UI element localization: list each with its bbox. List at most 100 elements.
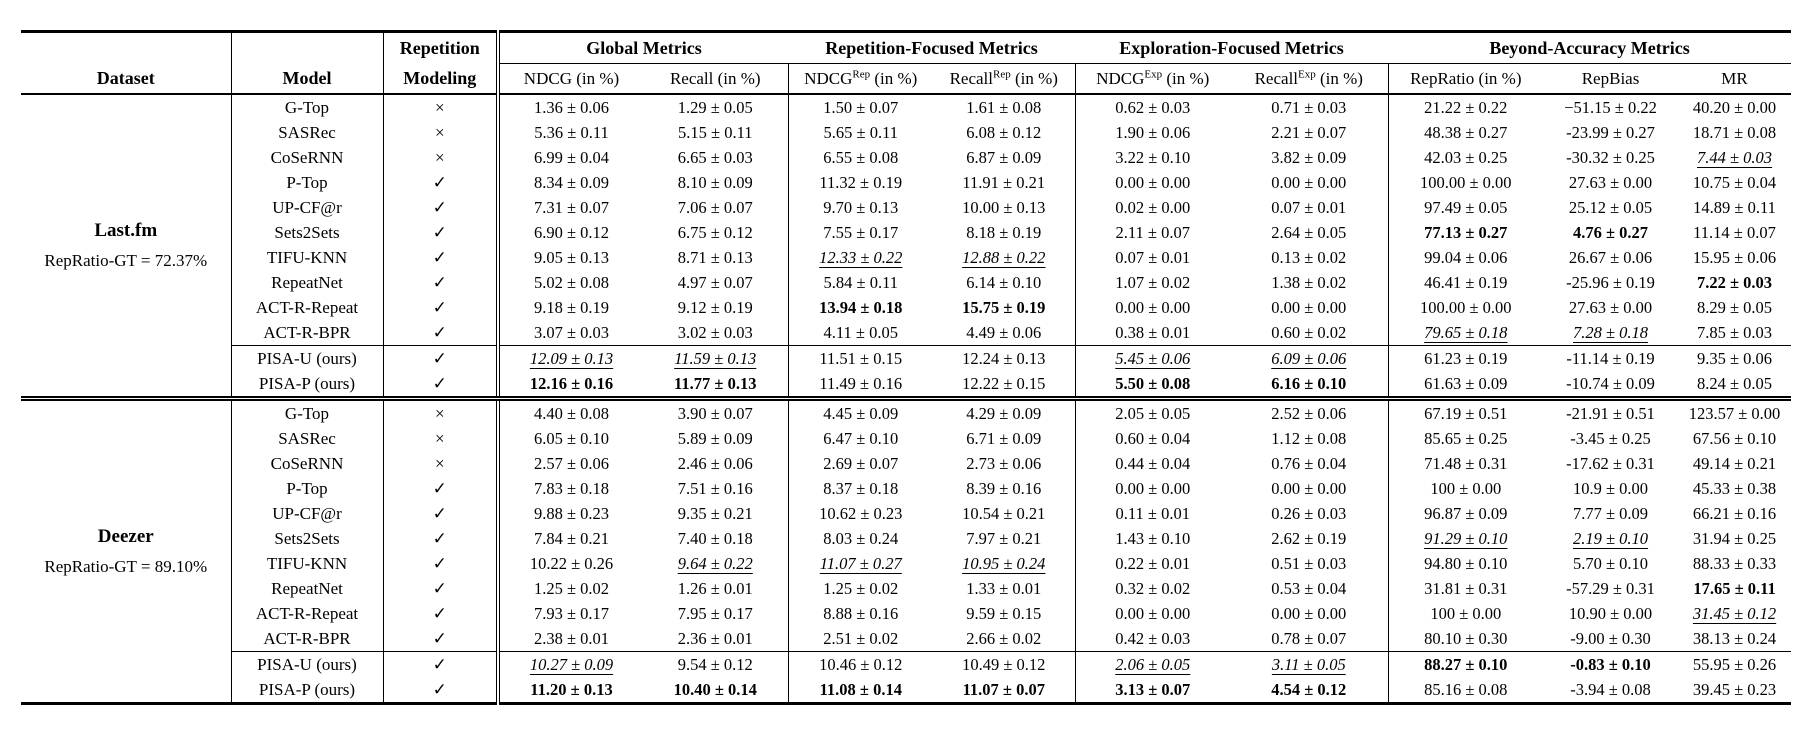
metric-cell: 7.22 ± 0.03 xyxy=(1697,273,1773,292)
model-row: ACT-R-Repeat ✓ 7.93 ± 0.17 7.95 ± 0.17 8.88 … xyxy=(21,601,1791,626)
model-name: UP-CF@r xyxy=(230,501,383,526)
metric-cell: 0.07 ± 0.01 xyxy=(1271,198,1347,217)
metric-cell: 0.00 ± 0.00 xyxy=(1271,604,1347,623)
model-name: SASRec xyxy=(230,426,383,451)
rep-modeling-line1: Repetition xyxy=(399,38,480,58)
metric-cell: 3.11 ± 0.05 xyxy=(1230,651,1389,677)
cross-icon: × xyxy=(382,145,498,170)
metric-cell: 0.00 ± 0.00 xyxy=(1271,479,1347,498)
metric-cell: 11.51 ± 0.15 xyxy=(787,345,934,371)
metric-cell: 0.60 ± 0.02 xyxy=(1271,323,1347,342)
column-header-dataset: Dataset xyxy=(96,68,155,88)
metric-cell: 2.05 ± 0.05 xyxy=(1074,398,1231,426)
metric-cell: 9.18 ± 0.19 xyxy=(496,295,643,320)
metric-cell: 38.13 ± 0.24 xyxy=(1692,629,1777,648)
metric-cell: 3.02 ± 0.03 xyxy=(677,323,753,342)
metric-cell: 9.70 ± 0.13 xyxy=(787,195,934,220)
metric-cell: 10.9 ± 0.00 xyxy=(1573,479,1649,498)
metric-cell: 10.62 ± 0.23 xyxy=(787,501,934,526)
model-row: PISA-U (ours) ✓ 10.27 ± 0.09 9.54 ± 0.12 10.… xyxy=(21,651,1792,677)
metric-cell: 0.13 ± 0.02 xyxy=(1271,248,1347,267)
metric-cell: 10.49 ± 0.12 xyxy=(933,651,1076,677)
model-row: Last.fm RepRatio-GT = 72.37% G-Top × 1.36 ± … xyxy=(21,94,1791,270)
model-name: Sets2Sets xyxy=(230,526,383,551)
dataset-name: Deezer xyxy=(97,525,154,547)
metric-cell: 0.00 ± 0.00 xyxy=(1074,295,1231,320)
model-row: Sets2Sets ✓ 6.90 ± 0.12 6.75 ± 0.12 7.55 ± 0… xyxy=(21,220,1791,245)
metric-cell: 11.59 ± 0.13 xyxy=(643,345,789,371)
metric-cell: 11.07 ± 0.07 xyxy=(962,680,1045,699)
rep-modeling-line2: Modeling xyxy=(403,68,477,88)
metric-cell: 5.15 ± 0.11 xyxy=(678,123,753,142)
metric-cell: 10.46 ± 0.12 xyxy=(787,651,934,677)
model-row: P-Top ✓ 8.34 ± 0.09 8.10 ± 0.09 11.32 ± 0.19… xyxy=(21,170,1791,195)
check-icon: ✓ xyxy=(382,501,498,526)
metric-cell: 0.00 ± 0.00 xyxy=(1074,476,1231,501)
check-icon: ✓ xyxy=(382,170,498,195)
metric-cell: 2.66 ± 0.02 xyxy=(966,629,1042,648)
metric-cell: 88.27 ± 0.10 xyxy=(1387,651,1544,677)
metric-cell: 9.35 ± 0.21 xyxy=(677,504,753,523)
table-header: Dataset Model Repetition Modeling Global… xyxy=(21,31,1792,94)
metric-cell: 7.55 ± 0.17 xyxy=(787,220,934,245)
metric-cell: 11.20 ± 0.13 xyxy=(496,677,643,704)
group-header-global-metrics: Global Metrics xyxy=(495,31,789,64)
metric-cell: 6.16 ± 0.10 xyxy=(1271,374,1347,393)
sub-header-row: NDCG (in %) Recall (in %) NDCGRep (in %) Re… xyxy=(21,63,1792,94)
metric-cell: 39.45 ± 0.23 xyxy=(1692,680,1777,699)
metric-cell: 61.23 ± 0.19 xyxy=(1387,345,1544,371)
metric-cell: 12.22 ± 0.15 xyxy=(962,374,1046,393)
metric-cell: 31.94 ± 0.25 xyxy=(1692,529,1777,548)
check-icon: ✓ xyxy=(382,677,498,704)
metric-cell: 11.91 ± 0.21 xyxy=(962,173,1046,192)
metric-cell: 0.07 ± 0.01 xyxy=(1074,245,1231,270)
metric-cell: 27.63 ± 0.00 xyxy=(1568,298,1653,317)
metric-cell: 7.31 ± 0.07 xyxy=(496,195,643,220)
cross-icon: × xyxy=(382,451,498,476)
metric-cell: 27.63 ± 0.00 xyxy=(1568,173,1653,192)
metric-cell: 2.62 ± 0.19 xyxy=(1271,529,1347,548)
model-name: SASRec xyxy=(230,120,383,145)
metric-cell: 96.87 ± 0.09 xyxy=(1387,501,1544,526)
metric-cell: -11.14 ± 0.19 xyxy=(1543,345,1679,371)
model-name: PISA-U (ours) xyxy=(230,345,383,371)
model-name: PISA-P (ours) xyxy=(230,371,383,399)
metric-cell: 10.22 ± 0.26 xyxy=(496,551,643,576)
metric-cell: 4.29 ± 0.09 xyxy=(966,404,1042,423)
metric-cell: -17.62 ± 0.31 xyxy=(1566,454,1655,473)
metric-cell: 0.00 ± 0.00 xyxy=(1271,173,1347,192)
model-row: PISA-P (ours) ✓ 12.16 ± 0.16 11.77 ± 0.13 11… xyxy=(21,371,1791,399)
check-icon: ✓ xyxy=(382,295,498,320)
metric-cell: 7.77 ± 0.09 xyxy=(1573,504,1649,523)
metric-cell: 10.54 ± 0.21 xyxy=(962,504,1046,523)
metric-cell: 88.33 ± 0.33 xyxy=(1692,554,1777,573)
column-header-ndcgexp: NDCGExp (in %) xyxy=(1074,63,1231,94)
metric-cell: 5.89 ± 0.09 xyxy=(677,429,753,448)
metric-cell: 100.00 ± 0.00 xyxy=(1387,295,1544,320)
metric-cell: 1.29 ± 0.05 xyxy=(677,98,753,117)
model-name: G-Top xyxy=(230,94,383,120)
metric-cell: 8.88 ± 0.16 xyxy=(787,601,934,626)
metric-cell: 7.51 ± 0.16 xyxy=(677,479,753,498)
metric-cell: 3.22 ± 0.10 xyxy=(1074,145,1231,170)
metric-cell: 17.65 ± 0.11 xyxy=(1693,579,1776,598)
check-icon: ✓ xyxy=(382,195,498,220)
metric-cell: 11.77 ± 0.13 xyxy=(674,374,757,393)
model-name: ACT-R-BPR xyxy=(230,626,383,652)
metric-cell: 5.70 ± 0.10 xyxy=(1573,554,1649,573)
metric-cell: 15.75 ± 0.19 xyxy=(962,298,1046,317)
metric-cell: 5.02 ± 0.08 xyxy=(496,270,643,295)
metric-cell: 2.38 ± 0.01 xyxy=(496,626,643,652)
model-name: TIFU-KNN xyxy=(230,245,383,270)
check-icon: ✓ xyxy=(382,601,498,626)
metric-cell: 91.29 ± 0.10 xyxy=(1387,526,1544,551)
metric-cell: 0.71 ± 0.03 xyxy=(1271,98,1347,117)
check-icon: ✓ xyxy=(382,220,498,245)
metric-cell: 6.05 ± 0.10 xyxy=(496,426,643,451)
metric-cell: 2.21 ± 0.07 xyxy=(1271,123,1347,142)
metric-cell: 1.61 ± 0.08 xyxy=(966,98,1042,117)
cross-icon: × xyxy=(382,398,498,426)
metric-cell: -57.29 ± 0.31 xyxy=(1566,579,1655,598)
metric-cell: 48.38 ± 0.27 xyxy=(1387,120,1544,145)
metric-cell: 7.84 ± 0.21 xyxy=(496,526,643,551)
